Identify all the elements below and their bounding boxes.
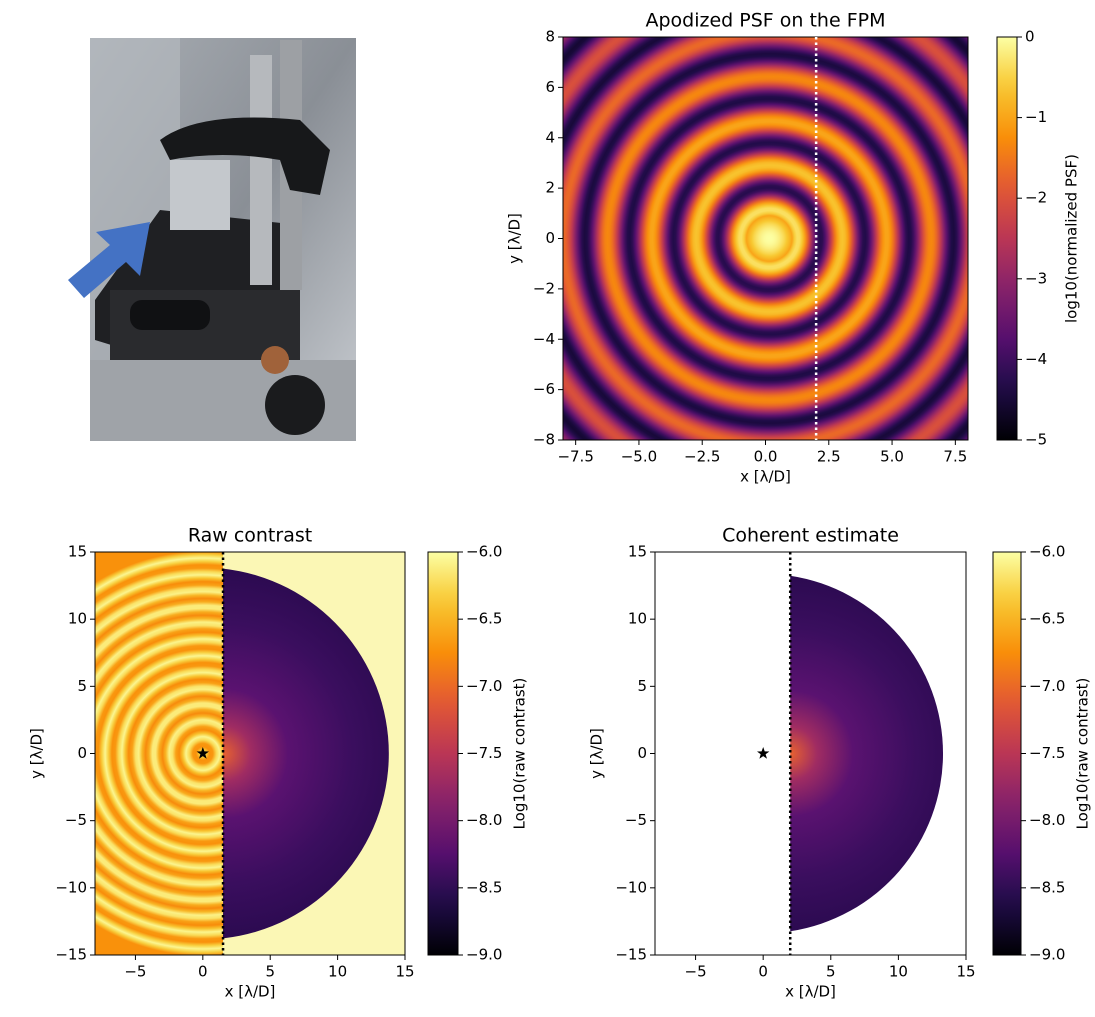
y-tick-label: 2 (545, 179, 555, 197)
chart-title: Apodized PSF on the FPM (646, 10, 886, 32)
colorbar-tick-label: −8.0 (466, 811, 502, 829)
y-tick-label: −5 (65, 811, 87, 829)
colorbar-tick-label: −9.0 (1029, 946, 1065, 964)
x-axis-label: x [λ/D] (225, 983, 276, 1001)
x-tick-label: −2.5 (684, 448, 720, 466)
y-axis-label: y [λ/D] (28, 728, 46, 779)
x-tick-label: −5 (124, 963, 146, 981)
heatmap (655, 552, 966, 955)
x-tick-label: −5.0 (621, 448, 657, 466)
psf-image (563, 37, 968, 440)
colorbar-tick-label: −6.0 (1029, 543, 1065, 561)
colorbar (427, 551, 459, 956)
colorbar-tick-label: −8.5 (466, 878, 502, 896)
x-tick-label: 2.5 (817, 448, 841, 466)
colorbar-tick-label: −8.0 (1029, 811, 1065, 829)
y-tick-label: 15 (628, 543, 647, 561)
colorbar-tick-label: −6.5 (466, 610, 502, 628)
y-tick-label: 10 (628, 610, 647, 628)
colorbar-tick-label: −2 (1025, 189, 1047, 207)
y-tick-label: 0 (77, 744, 87, 762)
y-axis-label: y [λ/D] (588, 728, 606, 779)
colorbar-tick-label: −6.0 (466, 543, 502, 561)
colorbar-tick-label: −7.5 (1029, 744, 1065, 762)
colorbar-label: Log10(raw contrast) (1074, 678, 1092, 830)
y-tick-label: 0 (637, 744, 647, 762)
y-tick-label: −2 (533, 279, 555, 297)
y-tick-label: 4 (545, 128, 555, 146)
y-tick-label: −10 (55, 878, 87, 896)
x-tick-label: 5 (826, 963, 836, 981)
colorbar-tick-label: −3 (1025, 269, 1047, 287)
y-tick-label: 15 (68, 543, 87, 561)
colorbar-label: log10(normalized PSF) (1063, 154, 1081, 323)
y-tick-label: −4 (533, 330, 555, 348)
star-marker (757, 747, 770, 759)
x-tick-label: 15 (956, 963, 975, 981)
colorbar-tick-label: −7.5 (466, 744, 502, 762)
dark-hole (790, 575, 944, 932)
star-marker (196, 747, 209, 759)
colorbar-tick-label: −4 (1025, 350, 1047, 368)
x-tick-label: 10 (328, 963, 347, 981)
x-tick-label: −5 (685, 963, 707, 981)
y-tick-label: 5 (637, 677, 647, 695)
y-tick-label: −5 (625, 811, 647, 829)
x-axis-label: x [λ/D] (785, 983, 836, 1001)
y-tick-label: 5 (77, 677, 87, 695)
colorbar (992, 551, 1022, 956)
y-tick-label: 10 (68, 610, 87, 628)
y-tick-label: −10 (615, 878, 647, 896)
colorbar (996, 36, 1018, 441)
chart-title: Coherent estimate (722, 525, 899, 547)
y-tick-label: 8 (545, 28, 555, 46)
x-tick-label: −7.5 (557, 448, 593, 466)
colorbar-tick-label: −9.0 (466, 946, 502, 964)
chart-title: Raw contrast (188, 525, 312, 547)
x-tick-label: 0 (198, 963, 208, 981)
y-tick-label: −8 (533, 431, 555, 449)
heatmap (563, 37, 968, 440)
colorbar-tick-label: −6.5 (1029, 610, 1065, 628)
y-tick-label: −6 (533, 380, 555, 398)
y-tick-label: −15 (55, 946, 87, 964)
x-tick-label: 5 (265, 963, 275, 981)
photo (68, 38, 356, 441)
colorbar-tick-label: 0 (1025, 28, 1035, 46)
y-tick-label: 0 (545, 229, 555, 247)
colorbar-tick-label: −7.0 (466, 677, 502, 695)
x-tick-label: 10 (889, 963, 908, 981)
x-tick-label: 0 (758, 963, 768, 981)
x-tick-label: 5.0 (880, 448, 904, 466)
y-axis-label: y [λ/D] (506, 213, 524, 264)
dark-hole (223, 568, 389, 939)
x-axis-label: x [λ/D] (740, 468, 791, 486)
colorbar-tick-label: −1 (1025, 108, 1047, 126)
y-tick-label: −15 (615, 946, 647, 964)
heatmap (95, 552, 405, 955)
colorbar-label: Log10(raw contrast) (511, 678, 529, 830)
y-tick-label: 6 (545, 78, 555, 96)
x-tick-label: 15 (395, 963, 414, 981)
x-tick-label: 0.0 (754, 448, 778, 466)
colorbar-tick-label: −8.5 (1029, 878, 1065, 896)
colorbar-tick-label: −5 (1025, 431, 1047, 449)
x-tick-label: 7.5 (943, 448, 967, 466)
colorbar-tick-label: −7.0 (1029, 677, 1065, 695)
